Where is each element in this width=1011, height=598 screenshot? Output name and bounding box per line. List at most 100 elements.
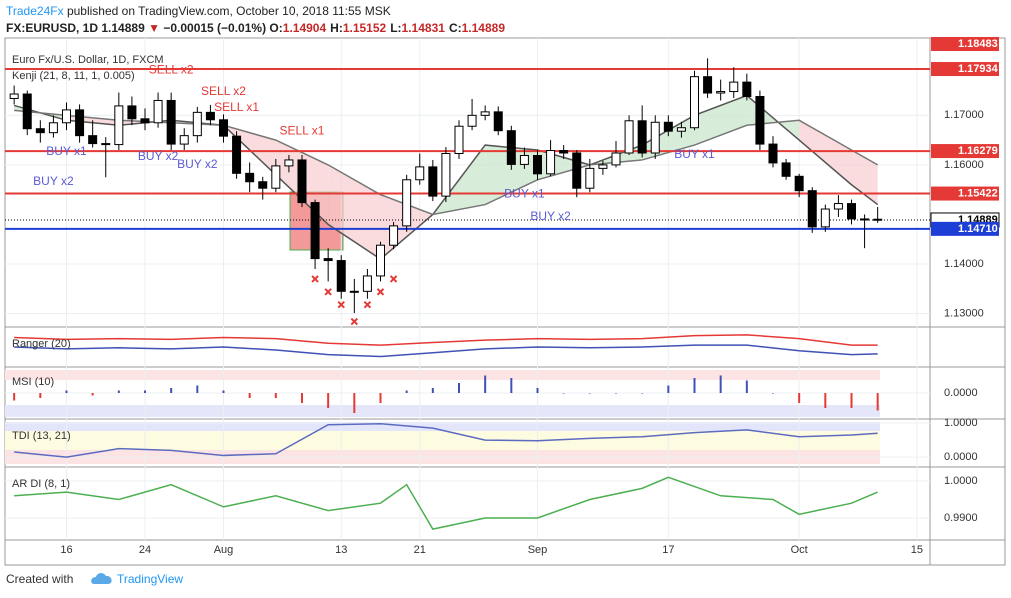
candle-body xyxy=(794,175,804,192)
candle-body xyxy=(232,135,242,174)
tdi-band-high xyxy=(5,422,880,431)
ohlc-label: L: xyxy=(390,21,402,35)
indicator-line xyxy=(14,476,878,530)
candle-body xyxy=(75,109,85,137)
candle-body xyxy=(22,93,32,130)
candle-body xyxy=(218,119,228,137)
last: 1.14889 xyxy=(101,21,145,35)
y-tick-label: 1.13000 xyxy=(944,308,984,320)
candle-body xyxy=(402,179,412,227)
indicator-bar xyxy=(614,393,617,394)
indicator-bar xyxy=(431,388,434,393)
level-label-box xyxy=(931,144,999,159)
candle-body xyxy=(166,99,176,145)
candle-body xyxy=(546,150,556,175)
tv-logo[interactable] xyxy=(91,573,112,584)
cloud-fill xyxy=(328,164,381,260)
ohlc-value: 1.14831 xyxy=(401,21,445,35)
candle-body xyxy=(271,165,281,189)
logo-cloud xyxy=(91,573,112,584)
x-tick-label: 24 xyxy=(139,544,151,556)
candle-body xyxy=(807,190,817,228)
candle-body xyxy=(781,162,791,177)
candle-body xyxy=(48,122,58,134)
candle-body xyxy=(768,143,778,164)
candle-body xyxy=(284,159,294,167)
candle-body xyxy=(480,111,490,116)
indicator-bar xyxy=(91,393,94,396)
candle-body xyxy=(297,159,307,204)
cloud-fill xyxy=(851,150,878,205)
level-label: 1.14710 xyxy=(958,223,998,235)
panel-title: Euro Fx/U.S. Dollar, 1D, FXCM xyxy=(12,54,164,66)
panel-title: AR DI (8, 1) xyxy=(12,478,70,490)
y-tick-label: 1.0000 xyxy=(944,417,978,429)
candle-body xyxy=(650,121,660,154)
candle-body xyxy=(689,76,699,129)
y-tick-label: 1.14000 xyxy=(944,258,984,270)
candle-body xyxy=(454,125,464,155)
indicator-bar xyxy=(300,393,303,403)
indicator-line xyxy=(14,334,878,346)
candle-body xyxy=(624,120,634,154)
arrow: ▼ xyxy=(148,21,160,35)
candle-body xyxy=(140,118,150,124)
candle-body xyxy=(860,218,870,221)
indicator-bar xyxy=(693,378,696,393)
level-label-box xyxy=(931,221,999,236)
indicator-bar xyxy=(771,393,774,394)
candle-body xyxy=(349,290,359,293)
y-tick-label: 0.0000 xyxy=(944,451,978,463)
indicator-bar xyxy=(353,393,356,413)
y-tick-label: 0.9900 xyxy=(944,512,978,524)
candle-body xyxy=(585,167,595,189)
candle-body xyxy=(35,128,45,134)
signal-label: BUY x1 xyxy=(46,144,87,158)
publish-text: published on TradingView.com, October 10… xyxy=(66,4,391,18)
author[interactable]: Trade24Fx xyxy=(6,4,64,18)
candle-body xyxy=(637,120,647,154)
candle-body xyxy=(415,166,425,181)
signal-label: BUY x1 xyxy=(674,147,715,161)
level-label-box xyxy=(931,62,999,77)
signal-label: SELL x2 xyxy=(201,84,246,98)
ohlc-value: 1.14889 xyxy=(461,21,505,35)
x-tick-label: Oct xyxy=(791,544,808,556)
candle-body xyxy=(9,93,19,99)
candle-body xyxy=(467,114,477,127)
candle-body xyxy=(506,130,516,165)
candle-body xyxy=(245,172,255,183)
candle-body xyxy=(755,95,765,145)
candle-body xyxy=(441,153,451,197)
candle-body xyxy=(873,218,883,221)
x-tick-label: 15 xyxy=(911,544,923,556)
candle-body xyxy=(611,152,621,166)
footer-brand[interactable]: TradingView xyxy=(117,572,183,586)
candle-body xyxy=(61,109,71,124)
candle-body xyxy=(127,105,137,120)
indicator-bar xyxy=(248,393,251,398)
indicator-bar xyxy=(850,393,853,408)
indicator-bar xyxy=(588,393,591,394)
candle-body xyxy=(833,203,843,210)
indicator-bar xyxy=(510,378,513,393)
candle-body xyxy=(101,143,111,146)
ohlc-label: C: xyxy=(448,21,462,35)
indicator-bar xyxy=(327,393,330,408)
indicator-line xyxy=(14,422,878,458)
overlay-name: Kenji (21, 8, 11, 1, 0.005) xyxy=(12,70,135,82)
candle-body xyxy=(336,260,346,292)
candle-body xyxy=(519,154,529,165)
indicator-bar xyxy=(170,388,173,393)
indicator-bar xyxy=(143,390,146,393)
indicator-bar xyxy=(562,393,565,394)
indicator-bar xyxy=(379,393,382,403)
signal-label: BUY x2 xyxy=(33,174,74,188)
candle-body xyxy=(323,258,333,262)
frame xyxy=(4,37,1006,566)
cross-marker xyxy=(389,275,398,283)
tdi-band-mid xyxy=(5,431,880,450)
signal-label: BUY x2 xyxy=(177,157,218,171)
signal-label: BUY x2 xyxy=(138,149,179,163)
